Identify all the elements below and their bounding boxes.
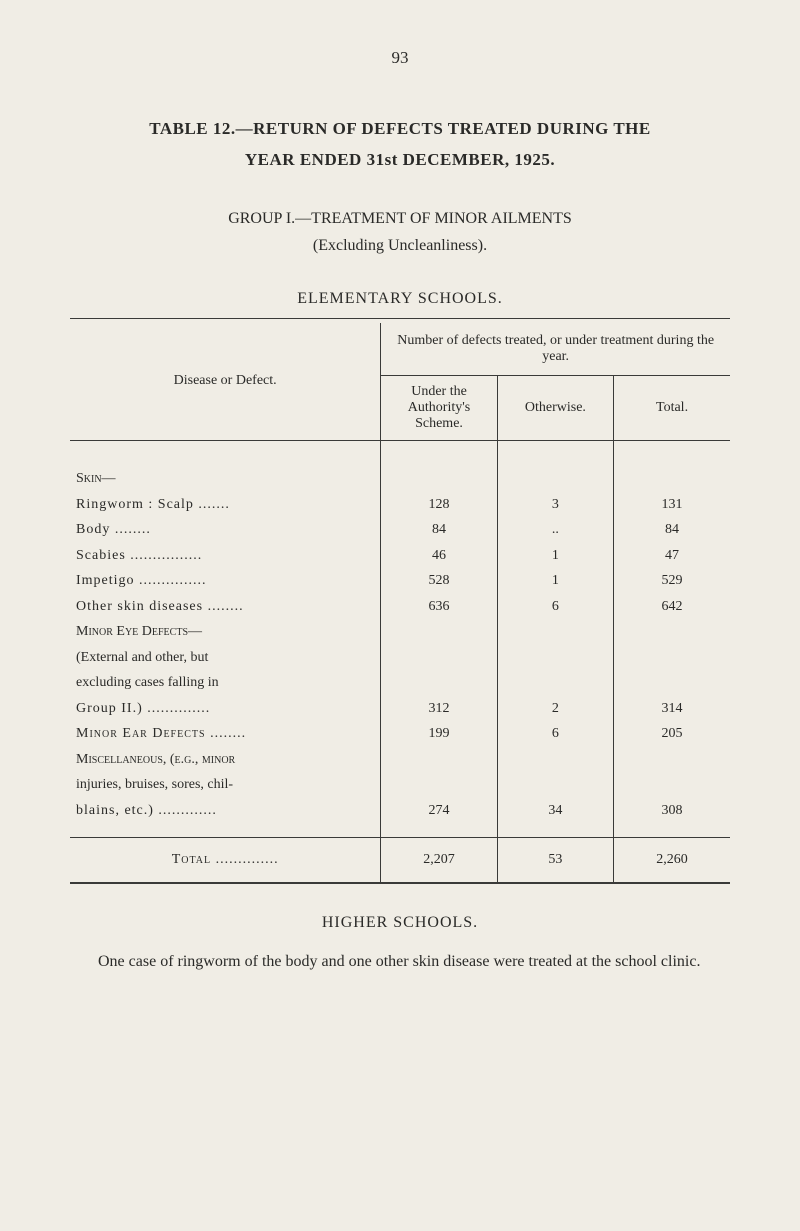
label: Impetigo ............... xyxy=(76,573,207,588)
col-header-top: Number of defects treated, or under trea… xyxy=(381,323,730,376)
val-scheme: 274 xyxy=(381,798,497,838)
row-total: Total .............. 2,207 53 2,260 xyxy=(70,838,730,884)
val-total: 308 xyxy=(614,798,730,838)
val-total: 314 xyxy=(614,696,730,722)
val-scheme: 312 xyxy=(381,696,497,722)
row-group-ii: Group II.) .............. 312 2 314 xyxy=(70,696,730,722)
val-otherwise: 34 xyxy=(497,798,613,838)
val-otherwise: 1 xyxy=(497,543,613,569)
row-misc-para1: Miscellaneous, (e.g., minor xyxy=(70,747,730,773)
row-other-skin: Other skin diseases ........ 636 6 642 xyxy=(70,594,730,620)
col-header-otherwise: Otherwise. xyxy=(497,375,613,440)
row-scabies: Scabies ................ 46 1 47 xyxy=(70,543,730,569)
subtitle-line2: (Excluding Uncleanliness). xyxy=(313,237,487,254)
val-otherwise: 3 xyxy=(497,492,613,518)
val-scheme: 46 xyxy=(381,543,497,569)
misc-para1: Miscellaneous, (e.g., minor xyxy=(76,752,235,767)
col-header-disease: Disease or Defect. xyxy=(70,323,381,441)
val-otherwise: 1 xyxy=(497,568,613,594)
val-otherwise: 6 xyxy=(497,594,613,620)
val-otherwise: .. xyxy=(497,517,613,543)
val-otherwise: 6 xyxy=(497,721,613,747)
higher-schools-heading: HIGHER SCHOOLS. xyxy=(70,914,730,932)
row-misc-para2: injuries, bruises, sores, chil- xyxy=(70,772,730,798)
val-scheme: 84 xyxy=(381,517,497,543)
val-scheme: 528 xyxy=(381,568,497,594)
row-ringworm-body: Body ........ 84 .. 84 xyxy=(70,517,730,543)
higher-schools-paragraph: One case of ringworm of the body and one… xyxy=(74,950,726,973)
val-total: 131 xyxy=(614,492,730,518)
val-otherwise: 2 xyxy=(497,696,613,722)
skin-label: Skin— xyxy=(76,471,116,486)
val-total: 205 xyxy=(614,721,730,747)
val-total: 2,260 xyxy=(614,838,730,884)
label: Minor Ear Defects ........ xyxy=(76,726,246,741)
val-otherwise: 53 xyxy=(497,838,613,884)
row-minor-eye-para2: excluding cases falling in xyxy=(70,670,730,696)
title-line1: TABLE 12.—RETURN OF DEFECTS TREATED DURI… xyxy=(149,119,650,138)
subtitle-line1: GROUP I.—TREATMENT OF MINOR AILMENTS xyxy=(228,210,572,227)
val-scheme: 636 xyxy=(381,594,497,620)
val-total: 84 xyxy=(614,517,730,543)
total-label: Total .............. xyxy=(172,852,279,867)
val-total: 529 xyxy=(614,568,730,594)
row-skin-heading: Skin— xyxy=(70,466,730,492)
val-total: 47 xyxy=(614,543,730,569)
section-heading: ELEMENTARY SCHOOLS. xyxy=(70,290,730,308)
val-total: 642 xyxy=(614,594,730,620)
row-minor-eye-heading: Minor Eye Defects— xyxy=(70,619,730,645)
title-line2: YEAR ENDED 31st DECEMBER, 1925. xyxy=(245,150,555,169)
table-top-rule xyxy=(70,318,730,319)
row-minor-eye-para1: (External and other, but xyxy=(70,645,730,671)
group-subtitle: GROUP I.—TREATMENT OF MINOR AILMENTS (Ex… xyxy=(70,205,730,259)
row-minor-ear: Minor Ear Defects ........ 199 6 205 xyxy=(70,721,730,747)
label: Body ........ xyxy=(76,522,151,537)
row-ringworm-scalp: Ringworm : Scalp ....... 128 3 131 xyxy=(70,492,730,518)
col-header-total: Total. xyxy=(614,375,730,440)
minor-eye-label: Minor Eye Defects— xyxy=(76,624,202,639)
page-number: 93 xyxy=(70,48,730,68)
label: Scabies ................ xyxy=(76,548,202,563)
label: blains, etc.) ............. xyxy=(76,803,217,818)
label: Other skin diseases ........ xyxy=(76,599,244,614)
label: Group II.) .............. xyxy=(76,701,210,716)
label: Ringworm : Scalp ....... xyxy=(76,497,230,512)
col-header-scheme: Under the Authority's Scheme. xyxy=(381,375,497,440)
val-scheme: 2,207 xyxy=(381,838,497,884)
row-impetigo: Impetigo ............... 528 1 529 xyxy=(70,568,730,594)
row-blains: blains, etc.) ............. 274 34 308 xyxy=(70,798,730,838)
val-scheme: 199 xyxy=(381,721,497,747)
val-scheme: 128 xyxy=(381,492,497,518)
table-title: TABLE 12.—RETURN OF DEFECTS TREATED DURI… xyxy=(70,114,730,175)
defects-table: Disease or Defect. Number of defects tre… xyxy=(70,323,730,885)
